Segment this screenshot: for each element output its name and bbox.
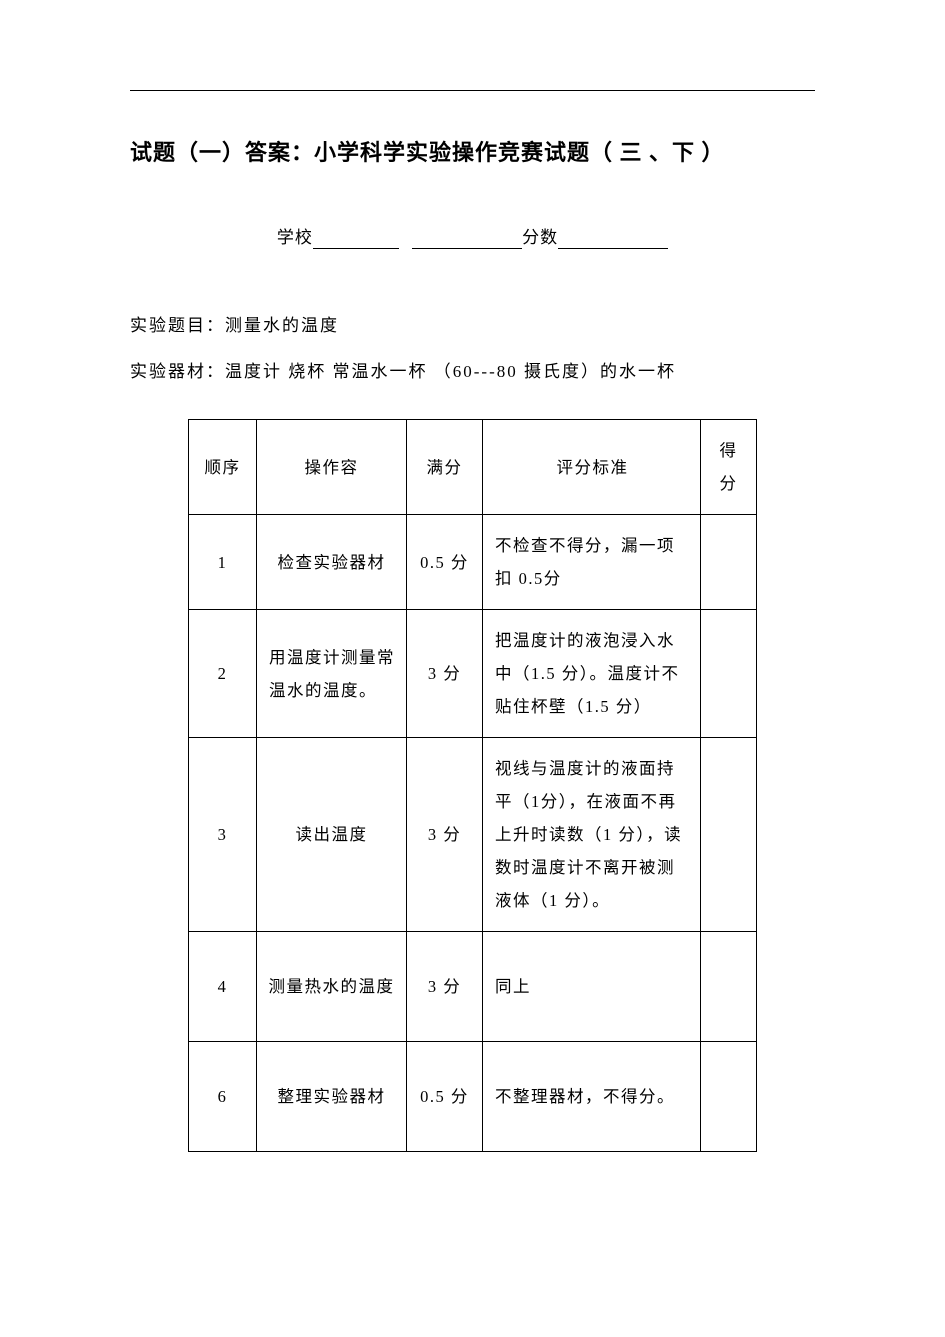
- score-label: 分数: [522, 228, 558, 247]
- equip-value: 温度计 烧杯 常温水一杯 （60---80 摄氏度）的水一杯: [225, 362, 676, 381]
- experiment-equipment: 实验器材：温度计 烧杯 常温水一杯 （60---80 摄氏度）的水一杯: [130, 355, 815, 389]
- cell-op: 测量热水的温度: [257, 932, 407, 1042]
- table-row: 6 整理实验器材 0.5 分 不整理器材，不得分。: [189, 1042, 757, 1152]
- topic-value: 测量水的温度: [225, 316, 339, 335]
- cell-full: 0.5 分: [407, 1042, 483, 1152]
- col-header-seq: 顺序: [189, 420, 257, 515]
- experiment-topic: 实验题目：测量水的温度: [130, 309, 815, 343]
- cell-score: [701, 1042, 757, 1152]
- page-title: 试题（一）答案：小学科学实验操作竞赛试题（ 三 、下 ）: [130, 135, 815, 167]
- topic-label: 实验题目：: [130, 316, 225, 335]
- cell-op: 读出温度: [257, 738, 407, 932]
- school-blank-1: [313, 229, 399, 249]
- cell-seq: 2: [189, 610, 257, 738]
- cell-crit: 视线与温度计的液面持平（1分），在液面不再上升时读数（1 分），读数时温度计不离…: [483, 738, 701, 932]
- cell-op: 整理实验器材: [257, 1042, 407, 1152]
- school-score-line: 学校 分数: [130, 223, 815, 249]
- equip-label: 实验器材：: [130, 362, 225, 381]
- cell-full: 3 分: [407, 932, 483, 1042]
- cell-score: [701, 932, 757, 1042]
- col-header-score: 得分: [701, 420, 757, 515]
- school-blank-2: [412, 229, 522, 249]
- table-row: 1 检查实验器材 0.5 分 不检查不得分，漏一项扣 0.5分: [189, 515, 757, 610]
- cell-seq: 1: [189, 515, 257, 610]
- col-header-crit: 评分标准: [483, 420, 701, 515]
- experiment-info: 实验题目：测量水的温度 实验器材：温度计 烧杯 常温水一杯 （60---80 摄…: [130, 309, 815, 389]
- col-header-op: 操作容: [257, 420, 407, 515]
- score-blank: [558, 229, 668, 249]
- cell-crit: 不整理器材，不得分。: [483, 1042, 701, 1152]
- cell-op: 检查实验器材: [257, 515, 407, 610]
- scoring-table: 顺序 操作容 满分 评分标准 得分 1 检查实验器材 0.5 分 不检查不得分，…: [188, 419, 757, 1152]
- cell-seq: 6: [189, 1042, 257, 1152]
- cell-crit: 同上: [483, 932, 701, 1042]
- top-rule: [130, 90, 815, 91]
- table-row: 3 读出温度 3 分 视线与温度计的液面持平（1分），在液面不再上升时读数（1 …: [189, 738, 757, 932]
- cell-full: 3 分: [407, 610, 483, 738]
- cell-crit: 不检查不得分，漏一项扣 0.5分: [483, 515, 701, 610]
- cell-seq: 4: [189, 932, 257, 1042]
- cell-score: [701, 515, 757, 610]
- col-header-full: 满分: [407, 420, 483, 515]
- cell-score: [701, 738, 757, 932]
- cell-seq: 3: [189, 738, 257, 932]
- school-label: 学校: [277, 228, 313, 247]
- cell-full: 0.5 分: [407, 515, 483, 610]
- cell-crit: 把温度计的液泡浸入水中（1.5 分）。温度计不贴住杯壁（1.5 分）: [483, 610, 701, 738]
- table-row: 2 用温度计测量常温水的温度。 3 分 把温度计的液泡浸入水中（1.5 分）。温…: [189, 610, 757, 738]
- cell-full: 3 分: [407, 738, 483, 932]
- table-row: 4 测量热水的温度 3 分 同上: [189, 932, 757, 1042]
- table-header-row: 顺序 操作容 满分 评分标准 得分: [189, 420, 757, 515]
- cell-score: [701, 610, 757, 738]
- cell-op: 用温度计测量常温水的温度。: [257, 610, 407, 738]
